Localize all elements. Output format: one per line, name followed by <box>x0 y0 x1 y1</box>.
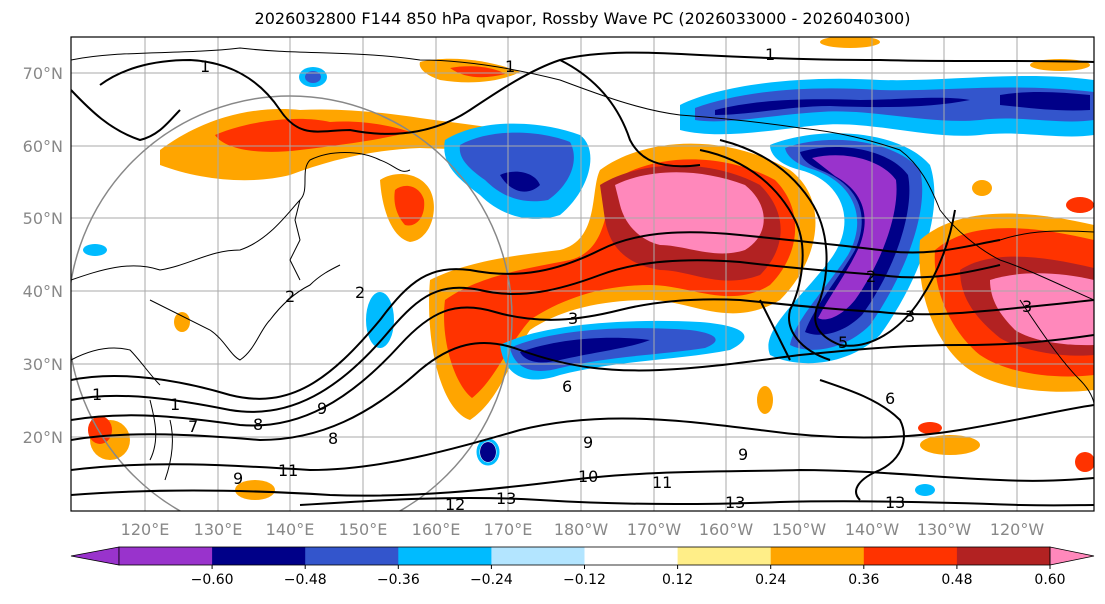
colorbar-tick-label: 0.36 <box>848 572 879 588</box>
lon-label: 140°W <box>845 520 900 539</box>
colorbar-tick-label: −0.36 <box>377 572 420 588</box>
anomaly-fill-north-pacific-negative <box>444 123 591 219</box>
colorbar-extend-max <box>1049 546 1095 566</box>
colorbar-tick-label: −0.12 <box>563 572 606 588</box>
anomaly-fill-small-blobs <box>83 37 1094 500</box>
colorbar-extend-min <box>70 546 120 566</box>
svg-text:2: 2 <box>355 283 365 302</box>
svg-text:11: 11 <box>652 473 672 492</box>
colorbar: −0.60 −0.48 −0.36 −0.24 −0.12 0.12 0.24 0.36 0.4… <box>70 546 1095 588</box>
coastlines <box>71 47 1094 481</box>
longitude-axis: 120°E 130°E 140°E 150°E 160°E 170°E 180°… <box>121 520 1045 539</box>
svg-text:6: 6 <box>562 377 572 396</box>
lon-label: 120°E <box>121 520 170 539</box>
svg-text:6: 6 <box>885 389 895 408</box>
contour-lines <box>71 51 1094 507</box>
colorbar-segment <box>956 547 1051 565</box>
lon-label: 140°E <box>266 520 315 539</box>
svg-text:13: 13 <box>725 493 745 512</box>
lat-label: 50°N <box>23 209 63 228</box>
lat-label: 40°N <box>23 282 63 301</box>
svg-text:9: 9 <box>233 469 243 488</box>
colorbar-tick-label: 0.60 <box>1034 572 1065 588</box>
anomaly-fill-subtropical-negative <box>500 320 745 380</box>
plot-frame <box>70 36 1095 512</box>
svg-text:10: 10 <box>578 467 598 486</box>
svg-text:11: 11 <box>278 461 298 480</box>
svg-text:3: 3 <box>1022 297 1032 316</box>
svg-text:1: 1 <box>200 57 210 76</box>
svg-text:2: 2 <box>866 267 876 286</box>
latitude-axis: 70°N 60°N 50°N 40°N 30°N 20°N <box>23 64 63 447</box>
svg-text:3: 3 <box>568 309 578 328</box>
colorbar-tick-label: −0.48 <box>284 572 327 588</box>
lon-label: 180°W <box>554 520 609 539</box>
svg-text:9: 9 <box>738 445 748 464</box>
lat-label: 30°N <box>23 355 63 374</box>
svg-text:12: 12 <box>445 495 465 514</box>
colorbar-tick-label: −0.24 <box>470 572 513 588</box>
lon-label: 130°E <box>194 520 243 539</box>
svg-text:5: 5 <box>838 333 848 352</box>
colorbar-tick-label: −0.60 <box>191 572 234 588</box>
lon-label: 150°W <box>772 520 827 539</box>
svg-text:13: 13 <box>496 489 516 508</box>
lon-label: 160°E <box>412 520 461 539</box>
svg-text:3: 3 <box>905 307 915 326</box>
contour-labels: 1 1 1 1 1 2 2 2 3 3 3 5 6 6 8 8 9 9 9 9 … <box>92 45 1032 514</box>
colorbar-segment <box>677 547 772 565</box>
colorbar-tick-label: 0.12 <box>662 572 693 588</box>
map-title: 2026032800 F144 850 hPa qvapor, Rossby W… <box>254 9 911 28</box>
svg-text:1: 1 <box>92 385 102 404</box>
svg-text:13: 13 <box>885 493 905 512</box>
svg-text:9: 9 <box>317 399 327 418</box>
svg-text:1: 1 <box>170 395 180 414</box>
svg-text:1: 1 <box>765 45 775 64</box>
lon-label: 150°E <box>339 520 388 539</box>
lon-label: 120°W <box>990 520 1045 539</box>
anomaly-fill-siberia <box>160 58 560 242</box>
svg-text:9: 9 <box>583 433 593 452</box>
svg-text:1: 1 <box>505 57 515 76</box>
lat-label: 20°N <box>23 428 63 447</box>
colorbar-segment <box>119 547 213 565</box>
svg-text:8: 8 <box>253 415 263 434</box>
lon-label: 130°W <box>917 520 972 539</box>
svg-text:7: 7 <box>188 417 198 436</box>
lat-label: 70°N <box>23 64 63 83</box>
lon-label: 170°E <box>484 520 533 539</box>
colorbar-segment <box>212 547 306 565</box>
colorbar-tick-label: 0.48 <box>941 572 972 588</box>
svg-text:8: 8 <box>328 429 338 448</box>
lon-label: 170°W <box>627 520 682 539</box>
colorbar-segment <box>770 547 865 565</box>
colorbar-tick-label: 0.24 <box>755 572 786 588</box>
colorbar-segment <box>863 547 958 565</box>
anomaly-fill-arctic-negative <box>680 75 1094 137</box>
colorbar-segment <box>491 547 585 565</box>
range-circle <box>71 95 513 511</box>
colorbar-segment <box>398 547 492 565</box>
colorbar-segment <box>305 547 399 565</box>
colorbar-segment <box>584 547 679 565</box>
lat-label: 60°N <box>23 137 63 156</box>
svg-text:2: 2 <box>285 287 295 306</box>
lon-label: 160°W <box>699 520 754 539</box>
